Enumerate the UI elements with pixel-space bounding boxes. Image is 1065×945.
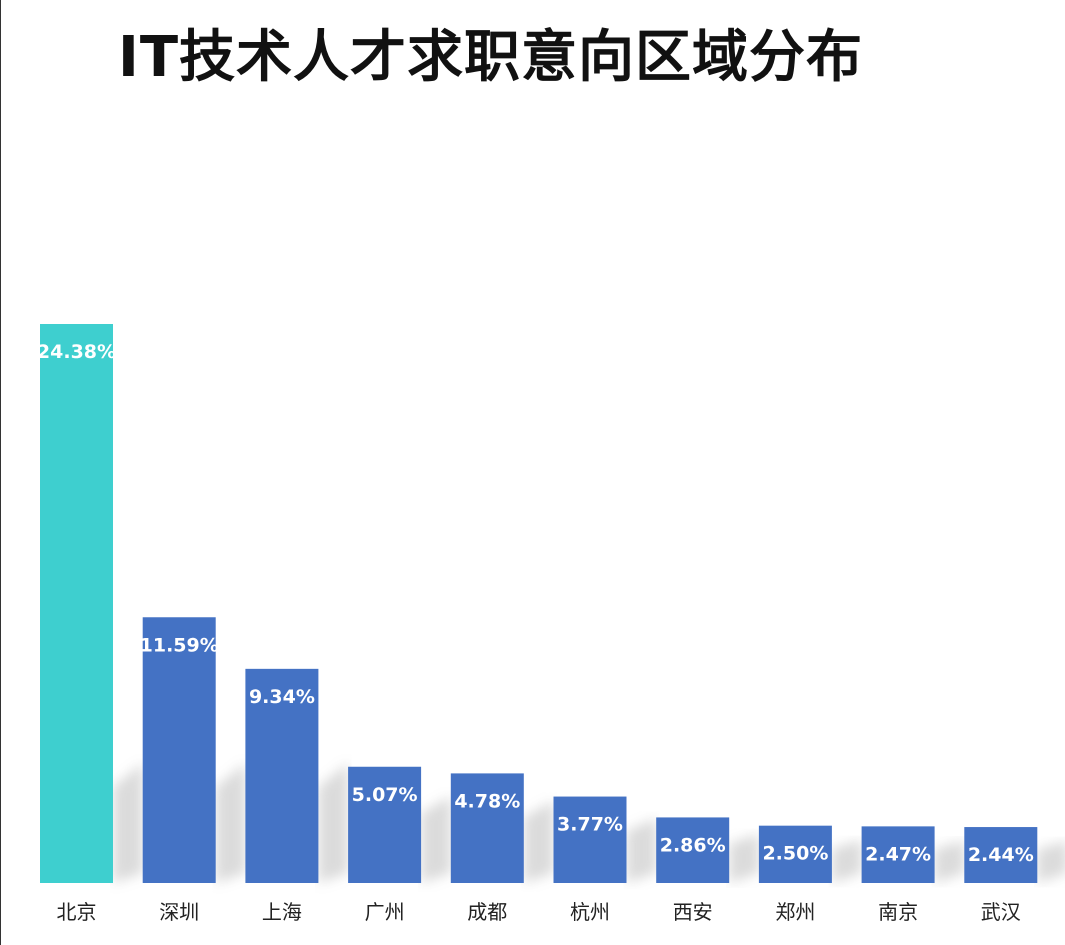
bar-3 <box>348 766 422 883</box>
data-label: 2.47% <box>865 843 931 865</box>
category-label: 郑州 <box>775 900 815 924</box>
chart-title: IT技术人才求职意向区域分布 <box>118 25 864 90</box>
data-label: 11.59% <box>140 634 219 656</box>
category-label: 杭州 <box>570 900 610 924</box>
data-label: 4.78% <box>454 790 520 812</box>
data-label: 3.77% <box>557 814 623 836</box>
bar-shadow <box>934 840 965 883</box>
bar-6 <box>656 817 730 883</box>
data-label: 9.34% <box>249 686 315 708</box>
category-label: 西安 <box>673 900 713 924</box>
bar-0 <box>40 324 113 883</box>
data-label: 2.50% <box>762 843 828 865</box>
bar-shadow <box>1037 841 1065 883</box>
category-label: 广州 <box>365 900 405 924</box>
bar-1 <box>142 617 216 883</box>
data-label: 5.07% <box>352 784 418 806</box>
bar-shadow <box>421 795 452 883</box>
category-label: 武汉 <box>981 900 1021 924</box>
category-label: 成都 <box>467 900 507 924</box>
left-border <box>0 0 1 945</box>
category-label: 南京 <box>878 900 918 924</box>
category-label: 北京 <box>57 900 97 924</box>
data-label: 24.38% <box>37 341 116 363</box>
bar-2 <box>245 668 319 883</box>
bar-shadow <box>729 833 760 883</box>
bar-9 <box>964 827 1038 883</box>
bar-shadow <box>523 800 554 883</box>
bar-shadow <box>626 818 657 883</box>
bar-7 <box>758 825 832 883</box>
bar-8 <box>861 826 935 883</box>
data-label: 2.44% <box>968 844 1034 866</box>
category-label: 深圳 <box>159 900 199 924</box>
bar-shadow <box>831 840 862 883</box>
bar-shadow <box>215 763 246 883</box>
data-label: 2.86% <box>660 834 726 856</box>
bar-5 <box>553 796 627 883</box>
bar-shadow <box>318 763 349 883</box>
bar-shadow <box>113 763 143 883</box>
category-label: 上海 <box>262 900 302 924</box>
bar-4 <box>450 773 524 883</box>
